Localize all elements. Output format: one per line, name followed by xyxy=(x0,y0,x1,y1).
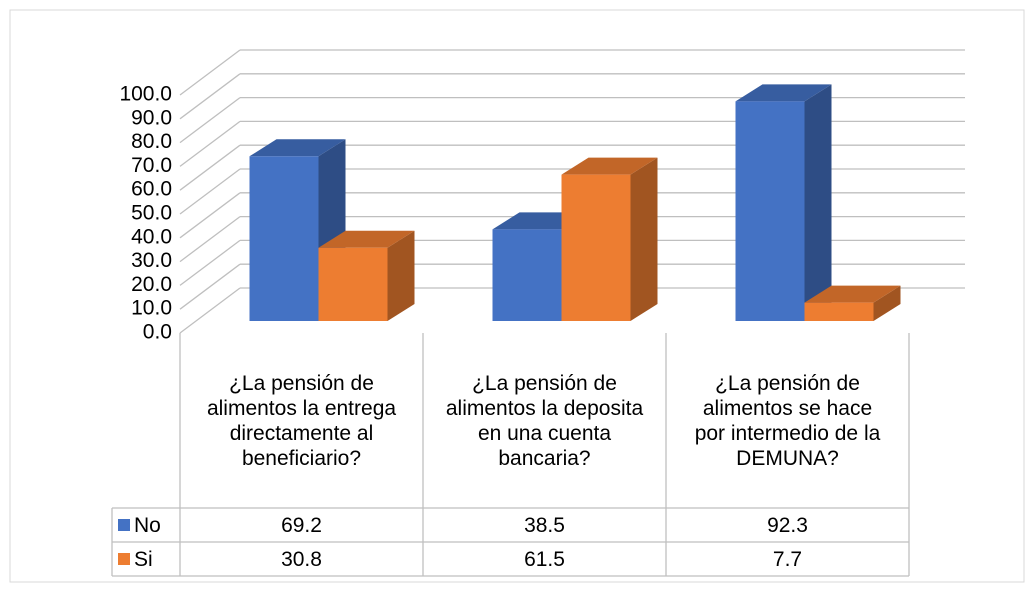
y-tick-label: 50.0 xyxy=(131,202,172,225)
bar-top xyxy=(561,157,658,175)
y-tick-label: 30.0 xyxy=(131,249,172,272)
bar-side xyxy=(387,230,415,321)
bar xyxy=(804,285,901,321)
bar xyxy=(735,84,832,322)
bar-front xyxy=(561,174,631,321)
y-tick-label: 70.0 xyxy=(131,154,172,177)
bar xyxy=(561,157,658,321)
y-tick-label: 20.0 xyxy=(131,273,172,296)
legend-swatch xyxy=(118,519,130,531)
grid-line xyxy=(179,144,241,191)
grid-line xyxy=(179,73,241,120)
grid-line xyxy=(179,287,241,334)
bar-top xyxy=(318,230,415,248)
category-label: ¿La pensión de alimentos la entrega dire… xyxy=(206,371,397,470)
grid-line xyxy=(179,192,241,239)
bar xyxy=(318,230,415,321)
bar-front xyxy=(318,247,388,321)
y-tick-label: 80.0 xyxy=(131,130,172,153)
category-label: ¿La pensión de alimentos la deposita en … xyxy=(445,371,644,470)
table-value: 30.8 xyxy=(281,547,322,571)
table-value: 7.7 xyxy=(772,547,803,571)
y-tick-label: 60.0 xyxy=(131,178,172,201)
table-value: 69.2 xyxy=(281,513,322,537)
y-tick-label: 0.0 xyxy=(143,321,172,344)
category-label: ¿La pensión de alimentos se hace por int… xyxy=(694,371,881,470)
bar-front xyxy=(249,156,319,321)
legend-label: Si xyxy=(134,547,153,571)
bar-top xyxy=(804,285,901,303)
table-value: 92.3 xyxy=(767,513,808,537)
bar-front xyxy=(492,229,562,321)
chart-border xyxy=(9,9,1025,583)
grid-line xyxy=(179,263,241,310)
bar-top xyxy=(249,139,346,157)
grid-line xyxy=(179,168,241,215)
bar-side xyxy=(873,285,901,321)
y-tick-label: 40.0 xyxy=(131,225,172,248)
table-value: 61.5 xyxy=(524,547,565,571)
legend-entry: No xyxy=(112,508,180,542)
bar-side xyxy=(630,157,658,321)
y-tick-label: 100.0 xyxy=(119,83,172,106)
y-tick-label: 10.0 xyxy=(131,297,172,320)
table-value: 38.5 xyxy=(524,513,565,537)
bar-front xyxy=(735,101,805,322)
legend-entry: Si xyxy=(112,542,180,576)
bar-top xyxy=(735,84,832,102)
grid-line xyxy=(179,216,241,263)
bar-front xyxy=(804,302,874,321)
grid-line xyxy=(179,239,241,286)
bar-side xyxy=(804,84,832,322)
grid-line xyxy=(179,97,241,144)
legend-label: No xyxy=(134,513,161,537)
y-tick-label: 90.0 xyxy=(131,106,172,129)
legend-swatch xyxy=(118,553,130,565)
grid-line xyxy=(179,49,241,96)
grid-line xyxy=(179,120,241,167)
